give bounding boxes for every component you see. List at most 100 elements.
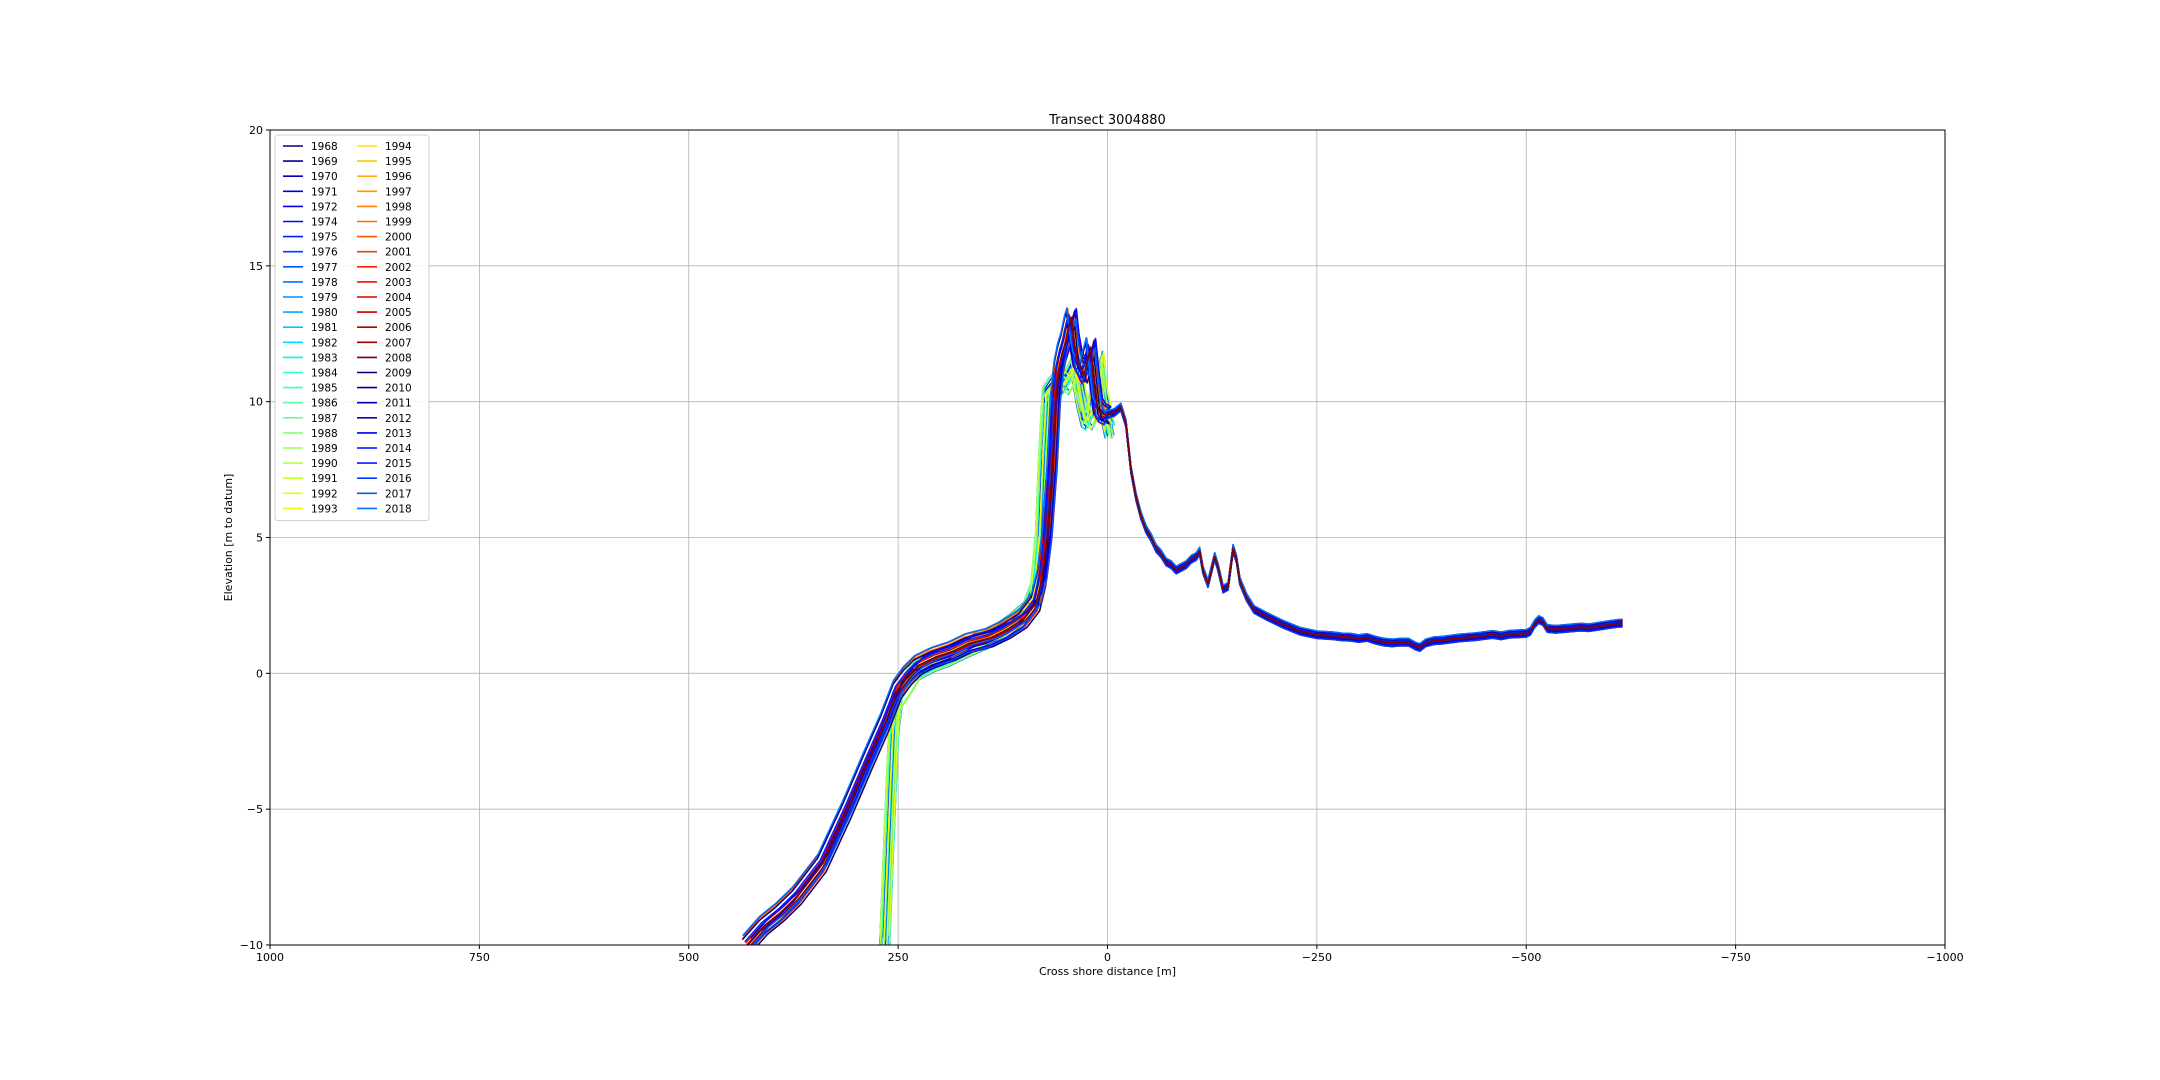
legend-label: 2008 <box>385 352 412 364</box>
series-line-2016 <box>753 326 1623 945</box>
legend-label: 1992 <box>311 488 338 500</box>
series-line-1979 <box>887 369 1623 945</box>
legend-label: 1988 <box>311 428 338 440</box>
series-line-1999 <box>741 310 1623 940</box>
legend-label: 1989 <box>311 443 338 455</box>
legend: 1968 1969 1970 1971 1972 1974 1975 1976 1977 1978… <box>274 134 430 521</box>
series-line-2013 <box>747 322 1623 945</box>
y-tick-label: −5 <box>247 803 263 816</box>
series-line-1993 <box>882 359 1623 945</box>
series-line-1983 <box>880 369 1623 945</box>
y-tick-label: 15 <box>249 260 263 273</box>
legend-label: 2002 <box>385 262 412 274</box>
legend-label: 2012 <box>385 413 412 425</box>
legend-label: 2009 <box>385 368 412 380</box>
legend-label: 2016 <box>385 473 412 485</box>
series-lines <box>741 307 1623 945</box>
series-line-2005 <box>752 326 1623 945</box>
series-line-2011 <box>750 309 1623 939</box>
legend-label: 1993 <box>311 503 338 515</box>
legend-label: 1985 <box>311 383 338 395</box>
series-line-1994 <box>751 326 1623 945</box>
legend-label: 1987 <box>311 413 338 425</box>
legend-label: 2001 <box>385 247 412 259</box>
legend-label: 2014 <box>385 443 412 455</box>
x-tick-label: 1000 <box>256 951 284 964</box>
legend-label: 1996 <box>385 171 412 183</box>
series-line-1980 <box>879 361 1623 945</box>
legend-label: 2011 <box>385 398 412 410</box>
legend-label: 2017 <box>385 488 412 500</box>
y-tick-label: 0 <box>256 667 263 680</box>
series-line-1982 <box>883 361 1623 945</box>
series-line-2000 <box>749 310 1623 940</box>
x-tick-label: −750 <box>1721 951 1751 964</box>
series-line-1989 <box>886 355 1623 940</box>
legend-label: 1977 <box>311 262 338 274</box>
series-line-1987 <box>888 367 1623 945</box>
legend-label: 1972 <box>311 201 338 213</box>
y-axis-title: Elevation [m to datum] <box>222 474 235 602</box>
legend-label: 1971 <box>311 186 338 198</box>
series-line-1991 <box>879 363 1623 945</box>
legend-box <box>274 134 430 521</box>
series-line-1975 <box>882 366 1623 945</box>
series-line-2007 <box>742 307 1623 937</box>
legend-label: 1983 <box>311 352 338 364</box>
series-line-1970 <box>884 362 1623 945</box>
legend-label: 1978 <box>311 277 338 289</box>
legend-label: 1980 <box>311 307 338 319</box>
series-line-1986 <box>883 365 1623 945</box>
x-tick-label: −1000 <box>1926 951 1963 964</box>
x-tick-label: 500 <box>678 951 699 964</box>
legend-label: 1981 <box>311 322 338 334</box>
legend-label: 2000 <box>385 232 412 244</box>
legend-label: 1995 <box>385 156 412 168</box>
legend-label: 1999 <box>385 217 412 229</box>
legend-label: 2015 <box>385 458 412 470</box>
x-tick-label: −500 <box>1511 951 1541 964</box>
y-tick-label: 20 <box>249 124 263 137</box>
legend-label: 1970 <box>311 171 338 183</box>
legend-label: 1975 <box>311 232 338 244</box>
legend-label: 2006 <box>385 322 412 334</box>
legend-label: 1984 <box>311 368 338 380</box>
legend-label: 2003 <box>385 277 412 289</box>
chart-title: Transect 3004880 <box>1048 113 1166 128</box>
series-line-1984 <box>889 356 1623 942</box>
series-line-2018 <box>742 307 1623 936</box>
x-tick-label: −250 <box>1302 951 1332 964</box>
series-line-1996 <box>743 307 1623 937</box>
series-line-2014 <box>751 308 1623 937</box>
legend-label: 1997 <box>385 186 412 198</box>
y-tick-label: 5 <box>256 532 263 545</box>
x-tick-label: 0 <box>1104 951 1111 964</box>
y-tick-label: −10 <box>240 939 263 952</box>
series-line-2004 <box>744 314 1623 944</box>
series-line-1978 <box>885 356 1623 942</box>
legend-label: 1986 <box>311 398 338 410</box>
legend-label: 2005 <box>385 307 412 319</box>
x-tick-label: 250 <box>888 951 909 964</box>
series-line-2010 <box>741 311 1623 941</box>
x-tick-label: 750 <box>469 951 490 964</box>
x-axis-title: Cross shore distance [m] <box>1039 965 1176 978</box>
grid-lines <box>270 130 1945 945</box>
legend-label: 1982 <box>311 337 338 349</box>
series-line-1968 <box>879 360 1623 945</box>
series-line-2001 <box>754 324 1623 945</box>
series-line-1971 <box>880 369 1623 945</box>
legend-label: 1969 <box>311 156 338 168</box>
legend-label: 2013 <box>385 428 412 440</box>
legend-label: 1976 <box>311 247 338 259</box>
legend-label: 2010 <box>385 383 412 395</box>
series-line-1976 <box>888 366 1623 945</box>
legend-label: 2018 <box>385 503 412 515</box>
legend-label: 2004 <box>385 292 412 304</box>
series-line-2003 <box>751 307 1623 937</box>
legend-label: 1991 <box>311 473 338 485</box>
series-line-1972 <box>888 355 1623 941</box>
legend-label: 1990 <box>311 458 338 470</box>
series-line-2018-emphasis <box>746 316 1623 945</box>
